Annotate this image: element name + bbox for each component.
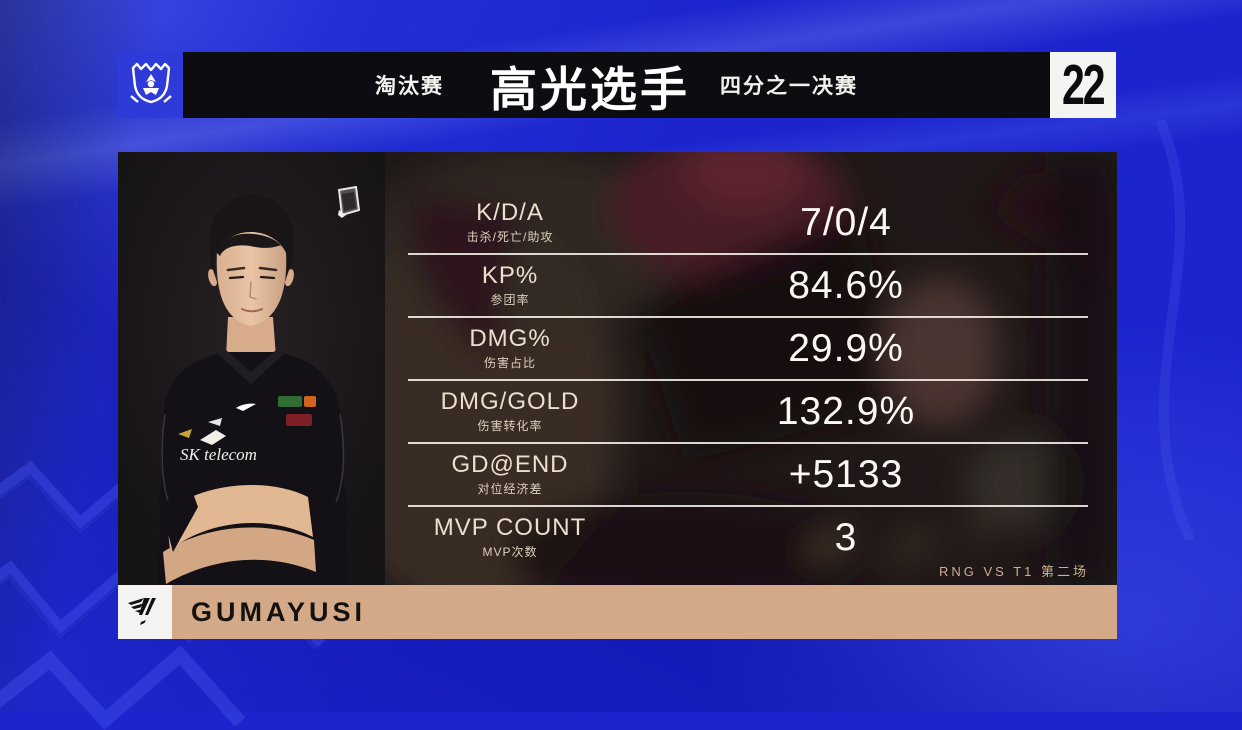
stats-area: K/D/A 击杀/死亡/助攻 7/0/4 KP% 参团率 84.6% DMG% …	[385, 152, 1117, 585]
stat-row-kda: K/D/A 击杀/死亡/助攻 7/0/4	[385, 191, 1117, 255]
name-bar: GUMAYUSI	[172, 585, 1117, 639]
header-title-bar: 淘汰赛 高光选手 四分之一决赛	[183, 52, 1050, 118]
stat-sublabel: 对位经济差	[477, 482, 543, 497]
stat-value: 3	[834, 515, 858, 559]
match-note: RNG VS T1 第二场	[938, 564, 1089, 579]
stat-value: 29.9%	[788, 326, 904, 370]
stat-row-dmg: DMG% 伤害占比 29.9%	[385, 317, 1117, 381]
stat-sublabel: 伤害转化率	[477, 419, 543, 434]
stat-sublabel: 参团率	[490, 293, 530, 308]
row-divider	[408, 316, 1088, 318]
page-title: 高光选手	[490, 62, 690, 116]
stat-value: 84.6%	[788, 263, 904, 307]
player-photo: SK telecom	[118, 152, 385, 585]
stat-value: +5133	[788, 452, 904, 496]
worlds-logo-box	[118, 52, 183, 118]
stat-label: DMG%	[469, 324, 551, 352]
stat-label: KP%	[481, 261, 539, 289]
stat-label: MVP COUNT	[433, 513, 587, 541]
stat-sublabel: 伤害占比	[483, 356, 536, 371]
stat-row-dmg-gold: DMG/GOLD 伤害转化率 132.9%	[385, 380, 1117, 444]
row-divider	[408, 442, 1088, 444]
row-divider	[408, 505, 1088, 507]
stat-label: K/D/A	[476, 198, 544, 226]
stat-row-gdend: GD@END 对位经济差 +5133	[385, 443, 1117, 507]
team-logo-box	[118, 585, 172, 639]
worlds-cup-icon	[129, 62, 172, 104]
stat-value: 7/0/4	[800, 200, 892, 244]
stat-label: DMG/GOLD	[440, 387, 580, 415]
game-number-box: 22	[1050, 52, 1116, 118]
stat-label: GD@END	[451, 450, 569, 478]
stat-row-kp: KP% 参团率 84.6%	[385, 254, 1117, 318]
cube-icon	[337, 186, 361, 218]
jersey-sponsor-text: SK telecom	[180, 445, 257, 464]
row-divider	[408, 253, 1088, 255]
broadcast-header: 淘汰赛 高光选手 四分之一决赛 22	[118, 52, 1116, 118]
player-name-bar: GUMAYUSI	[118, 585, 1117, 639]
champion-splash-background	[385, 152, 1117, 585]
t1-logo-icon	[128, 598, 156, 625]
stats-table: K/D/A 击杀/死亡/助攻 7/0/4 KP% 参团率 84.6% DMG% …	[385, 191, 1117, 569]
stat-value: 132.9%	[776, 389, 916, 433]
row-divider	[408, 379, 1088, 381]
stat-row-mvp: MVP COUNT MVP次数 3	[385, 506, 1117, 569]
game-number: 22	[1062, 52, 1106, 117]
stage-tag: 淘汰赛	[375, 75, 444, 98]
highlight-player-panel: SK telecom	[118, 152, 1117, 585]
flag-fold-curve	[1155, 120, 1195, 540]
player-name: GUMAYUSI	[191, 596, 367, 627]
stat-sublabel: MVP次数	[482, 545, 538, 560]
player-portrait-illustration: SK telecom	[118, 152, 385, 585]
stat-sublabel: 击杀/死亡/助攻	[466, 230, 554, 245]
round-tag: 四分之一决赛	[720, 75, 858, 98]
